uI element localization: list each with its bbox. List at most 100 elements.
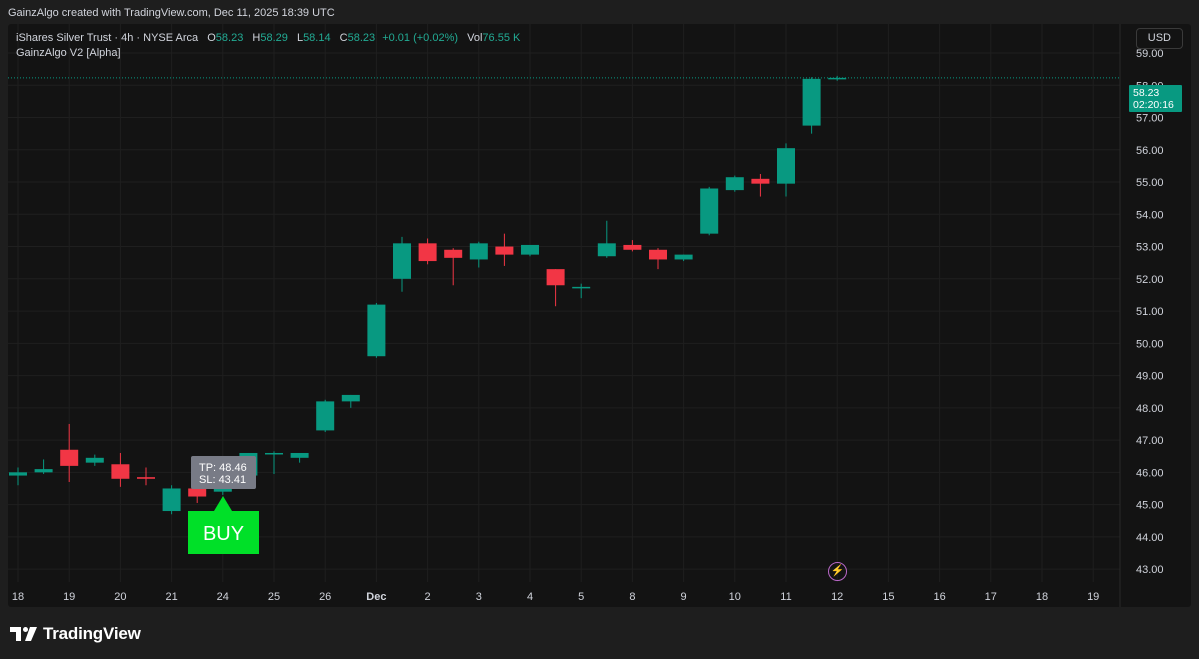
time-tick: 20 (114, 591, 126, 603)
time-tick: 9 (681, 591, 687, 603)
symbol-title[interactable]: iShares Silver Trust · 4h · NYSE Arca (16, 32, 199, 44)
candle-body (418, 243, 437, 262)
volume-label: Vol (467, 32, 483, 44)
candle[interactable] (290, 452, 309, 463)
price-tick: 54.00 (1136, 209, 1164, 221)
candle-body (60, 449, 79, 466)
candle[interactable] (597, 220, 616, 258)
time-tick: 12 (831, 591, 843, 603)
candle[interactable] (85, 454, 104, 466)
signal-arrow (214, 496, 232, 511)
candle-body (674, 254, 693, 260)
candle[interactable] (802, 77, 821, 134)
lightning-icon[interactable]: ⚡ (828, 562, 847, 581)
signal-tp-sl-box (191, 456, 256, 489)
candle-body (137, 477, 155, 479)
signal-sl-text: SL: 43.41 (199, 474, 246, 486)
candle[interactable] (469, 241, 488, 268)
ohlc-row: iShares Silver Trust · 4h · NYSE Arca O5… (16, 31, 520, 45)
signal-marker: TP: 48.46 SL: 43.41 BUY (188, 456, 259, 554)
candle[interactable] (546, 269, 565, 307)
candle[interactable] (674, 254, 693, 262)
candle-body (802, 78, 821, 126)
chart-panel[interactable]: 59.0058.0057.0056.0055.0054.0053.0052.00… (8, 24, 1191, 607)
time-tick: 24 (217, 591, 229, 603)
time-tick: 25 (268, 591, 280, 603)
candle[interactable] (341, 394, 360, 408)
candle-body (828, 77, 847, 80)
candle-body (393, 243, 411, 279)
price-tick: 50.00 (1136, 338, 1164, 350)
candle-body (341, 394, 360, 402)
chart-legend: iShares Silver Trust · 4h · NYSE Arca O5… (16, 31, 520, 60)
candle[interactable] (137, 467, 155, 486)
candle-body (572, 286, 591, 289)
brand-name: TradingView (43, 624, 141, 643)
price-chart[interactable]: 59.0058.0057.0056.0055.0054.0053.0052.00… (8, 24, 1191, 607)
high-label: H (252, 32, 261, 44)
time-tick: 19 (1087, 591, 1099, 603)
candles (9, 75, 847, 515)
candle-body (623, 244, 642, 250)
candle[interactable] (700, 186, 719, 236)
tradingview-logo[interactable]: TradingView (10, 624, 141, 644)
tradingview-logo-icon (10, 627, 37, 641)
candle[interactable] (367, 303, 386, 358)
open-label: O (207, 32, 216, 44)
footer-bar: TradingView (0, 607, 1199, 659)
time-tick: 11 (780, 591, 791, 603)
candle-body (777, 148, 795, 184)
candle[interactable] (9, 467, 27, 486)
candle-body (162, 488, 181, 512)
time-tick: 19 (63, 591, 75, 603)
candle[interactable] (649, 248, 667, 270)
candle[interactable] (725, 175, 744, 192)
last-price-value: 58.23 (1133, 87, 1160, 99)
time-tick: Dec (366, 591, 386, 603)
candle[interactable] (60, 423, 79, 483)
candle[interactable] (495, 233, 514, 266)
candle[interactable] (444, 248, 463, 286)
countdown-timer: 02:20:16 (1133, 99, 1174, 111)
candle[interactable] (572, 283, 591, 299)
time-axis: 18 19 20 21 24 25 26 Dec 2 3 4 5 8 9 10 11 12 15 16 17 18 19 (12, 591, 1099, 603)
price-tick: 49.00 (1136, 371, 1164, 383)
candle-body (751, 178, 770, 184)
signal-tp-text: TP: 48.46 (199, 462, 247, 474)
candle[interactable] (162, 485, 181, 515)
candle-body (367, 304, 386, 357)
price-tick: 52.00 (1136, 274, 1164, 286)
candle[interactable] (418, 238, 437, 265)
buy-label: BUY (203, 523, 244, 545)
candle[interactable] (393, 236, 411, 292)
time-tick: 10 (729, 591, 741, 603)
indicator-title[interactable]: GainzAlgo V2 [Alpha] (16, 47, 121, 59)
time-tick: 16 (933, 591, 945, 603)
candle[interactable] (265, 451, 283, 474)
price-tick: 51.00 (1136, 306, 1164, 318)
price-tick: 53.00 (1136, 242, 1164, 254)
candle[interactable] (828, 75, 847, 81)
open-value: 58.23 (215, 32, 244, 44)
candle-body (265, 452, 283, 455)
price-tick: 59.00 (1136, 48, 1164, 60)
currency-button[interactable]: USD (1135, 28, 1183, 49)
price-tick: 43.00 (1136, 564, 1164, 576)
time-tick: 18 (1036, 591, 1048, 603)
candle[interactable] (751, 173, 770, 197)
candle[interactable] (316, 399, 335, 433)
candle-body (444, 249, 463, 258)
last-price-label: 58.23 02:20:16 (1129, 85, 1182, 112)
candle[interactable] (111, 452, 130, 487)
time-tick: 5 (578, 591, 584, 603)
price-tick: 47.00 (1136, 435, 1164, 447)
candle[interactable] (623, 240, 642, 252)
candle-body (85, 457, 104, 463)
attribution-text: GainzAlgo created with TradingView.com, … (8, 7, 335, 19)
candle-body (649, 249, 667, 260)
candle[interactable] (777, 143, 795, 197)
candle[interactable] (34, 459, 53, 474)
candle[interactable] (521, 244, 539, 257)
time-tick: 2 (425, 591, 431, 603)
price-tick: 48.00 (1136, 403, 1164, 415)
